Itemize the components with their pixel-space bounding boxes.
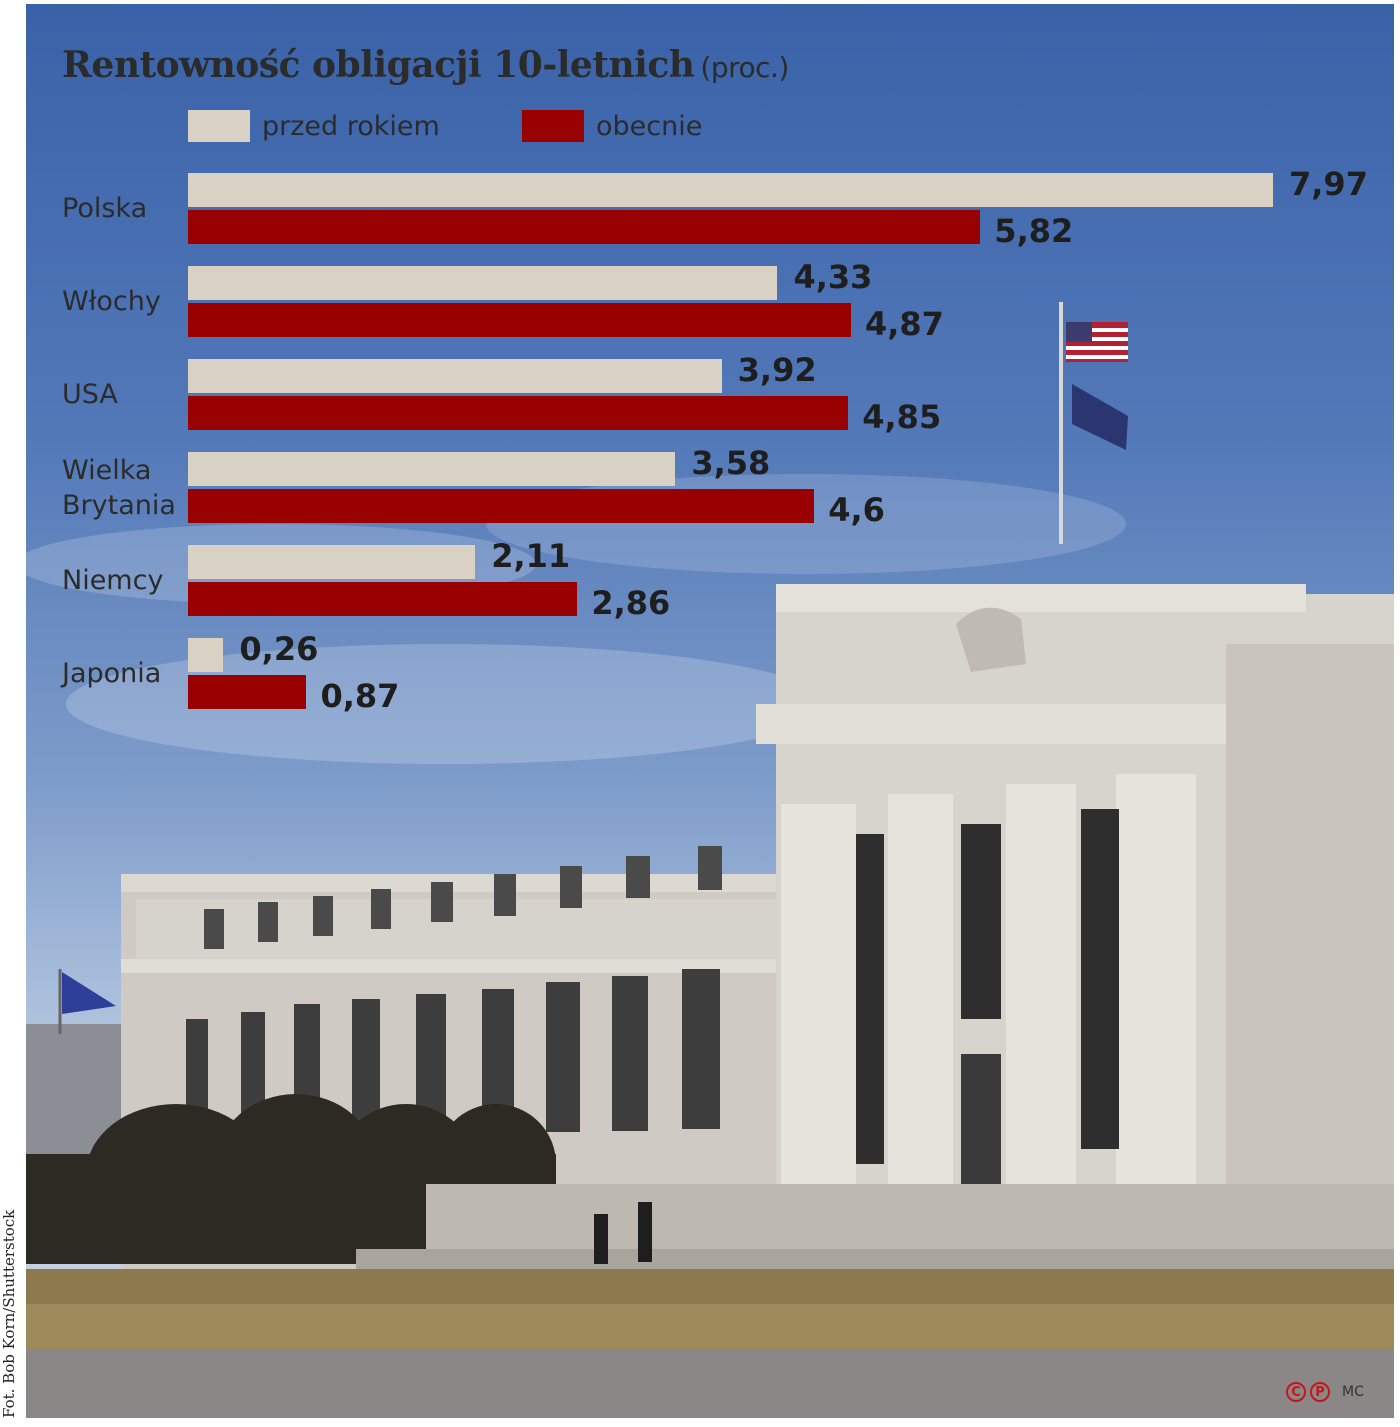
category-label-japonia: Japonia <box>62 658 162 689</box>
value-label-now-niemcy: 2,86 <box>591 584 671 622</box>
author-signature: C P MC <box>1286 1382 1364 1402</box>
bar-now-polska <box>188 210 981 244</box>
bar-now-niemcy <box>188 582 578 616</box>
legend-label-prev: przed rokiem <box>262 110 440 142</box>
legend-swatch-prev <box>188 110 250 142</box>
bar-prev-usa <box>188 359 722 393</box>
chart-title-text: Rentowność obligacji 10-letnich <box>62 44 695 86</box>
building-photo <box>26 302 1394 1418</box>
value-label-prev-wlochy: 4,33 <box>793 258 873 296</box>
bar-prev-polska <box>188 173 1273 207</box>
category-label-usa: USA <box>62 379 118 410</box>
value-label-prev-wielka: 3,58 <box>691 444 771 482</box>
bar-prev-niemcy <box>188 545 476 579</box>
infographic: Rentowność obligacji 10-letnich (proc.) p… <box>26 4 1394 1418</box>
category-label-wlochy: Włochy <box>62 286 161 317</box>
copyright-mark: C <box>1286 1382 1306 1402</box>
value-label-now-polska: 5,82 <box>994 212 1074 250</box>
bar-now-usa <box>188 396 849 430</box>
bar-now-wielka <box>188 489 815 523</box>
value-label-now-usa: 4,85 <box>862 398 942 436</box>
bar-prev-wlochy <box>188 266 778 300</box>
value-label-prev-usa: 3,92 <box>737 351 817 389</box>
value-label-prev-niemcy: 2,11 <box>491 537 571 575</box>
value-label-now-wielka: 4,6 <box>828 491 885 529</box>
chart-unit: (proc.) <box>700 51 789 84</box>
bar-prev-wielka <box>188 452 676 486</box>
bar-now-wlochy <box>188 303 851 337</box>
value-label-prev-polska: 7,97 <box>1289 165 1368 203</box>
value-label-now-japonia: 0,87 <box>320 677 400 715</box>
legend-item-prev: przed rokiem <box>188 108 440 144</box>
bar-prev-japonia <box>188 638 224 672</box>
author-initials: MC <box>1342 1384 1364 1400</box>
bar-now-japonia <box>188 675 307 709</box>
photo-credit: Fot. Bob Korn/Shutterstock <box>0 1209 18 1418</box>
chart-title: Rentowność obligacji 10-letnich (proc.) <box>62 44 789 86</box>
legend-swatch-now <box>522 110 584 142</box>
value-label-now-wlochy: 4,87 <box>864 305 944 343</box>
value-label-prev-japonia: 0,26 <box>239 630 319 668</box>
category-label-wielka-brytania: Wielka Brytania <box>62 454 176 521</box>
legend-label-now: obecnie <box>596 110 703 142</box>
publisher-mark: P <box>1310 1382 1330 1402</box>
legend-item-now: obecnie <box>522 108 702 144</box>
category-label-polska: Polska <box>62 193 148 224</box>
category-label-niemcy: Niemcy <box>62 565 164 596</box>
